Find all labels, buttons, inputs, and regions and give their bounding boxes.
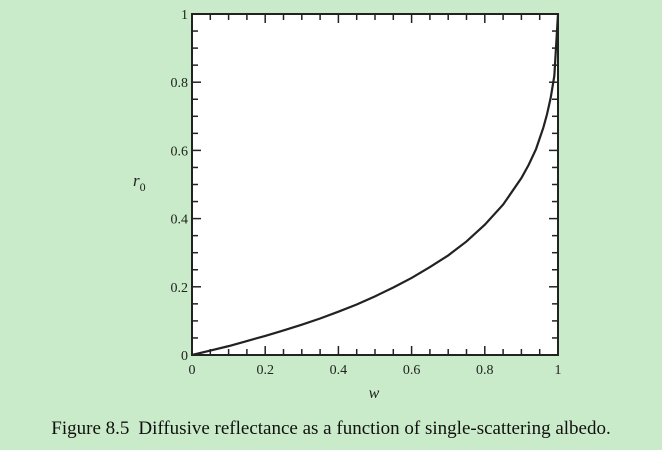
plot-area (191, 13, 559, 356)
x-tick-label: 0.2 (256, 363, 274, 378)
y-tick-label: 0 (181, 349, 188, 364)
x-tick-label: 1 (555, 363, 562, 378)
y-tick-label: 0.2 (171, 281, 189, 296)
figure-caption: Figure 8.5 Diffusive reflectance as a fun… (0, 418, 662, 440)
x-tick-label: 0.8 (476, 363, 494, 378)
reflectance-curve (191, 13, 560, 357)
axis-ticks (192, 14, 558, 355)
x-tick-label: 0 (189, 363, 196, 378)
caption-text: Diffusive reflectance as a function of s… (138, 418, 611, 439)
y-tick-label: 0.6 (171, 144, 189, 159)
x-tick-label: 0.4 (330, 363, 348, 378)
y-tick-label: 0.4 (171, 213, 189, 228)
caption-label: Figure 8.5 (51, 418, 130, 439)
y-tick-label: 1 (181, 8, 188, 23)
x-axis-label: w (369, 385, 380, 402)
y-axis-label-subscript: 0 (140, 180, 146, 194)
y-axis-label: r0 (133, 171, 146, 194)
y-tick-label: 0.8 (171, 76, 189, 91)
y-axis-label-main: r (133, 171, 140, 190)
x-tick-label: 0.6 (403, 363, 421, 378)
tick-labels: 0 0.2 0.4 0.6 0.8 1 0 0.2 0.4 0.6 0.8 1 (171, 8, 562, 378)
